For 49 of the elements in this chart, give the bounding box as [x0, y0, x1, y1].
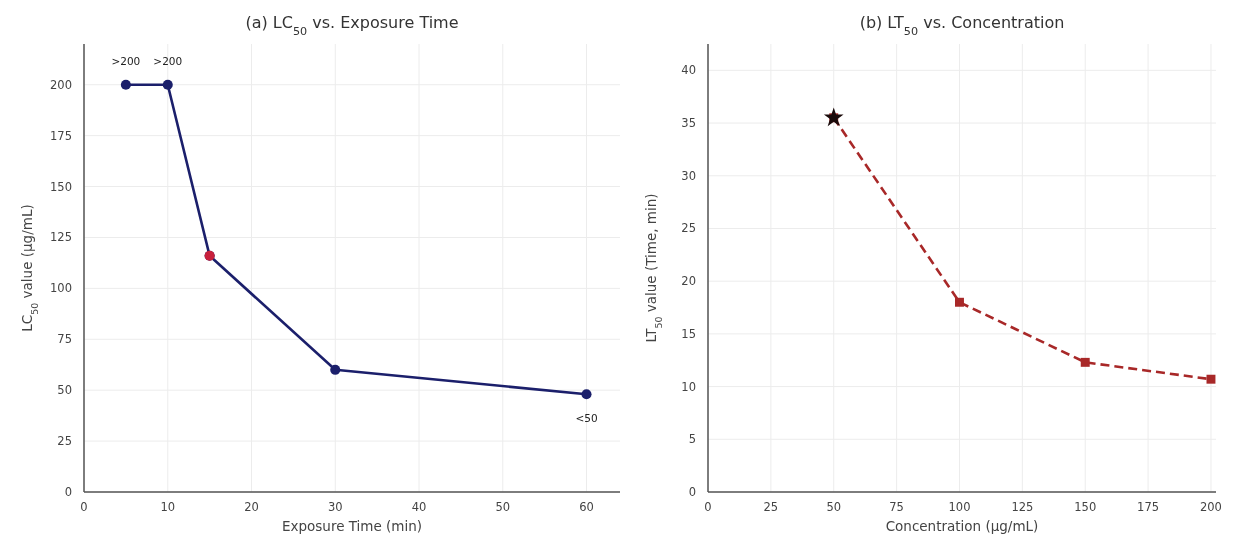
x-tick-label: 20 [244, 500, 259, 514]
annotation: >200 [111, 54, 141, 67]
x-tick-label: 30 [327, 500, 343, 514]
annotation: <50 [575, 412, 598, 425]
point [1206, 374, 1216, 384]
point [581, 389, 592, 400]
chart-title: (b) LT$_{50}$ vs. Concentration [859, 13, 1065, 38]
x-tick-label: 0 [80, 500, 88, 514]
point [330, 364, 341, 375]
point [1080, 357, 1090, 367]
y-tick-label: 150 [50, 179, 72, 194]
x-tick-label: 50 [826, 500, 842, 514]
x-tick-label: 0 [704, 500, 712, 514]
point [823, 107, 844, 127]
y-tick-label: 200 [50, 77, 72, 92]
x-tick-label: 200 [1199, 500, 1222, 514]
annotation: >200 [153, 54, 183, 67]
x-tick-label: 175 [1137, 500, 1160, 514]
y-tick-label: 35 [681, 116, 696, 131]
x-axis-title: Concentration (µg/mL) [885, 518, 1039, 534]
y-tick-label: 75 [57, 332, 72, 347]
y-tick-label: 10 [681, 379, 696, 394]
x-tick-label: 50 [495, 500, 511, 514]
y-tick-label: 40 [681, 63, 696, 78]
x-axis-title: Exposure Time (min) [281, 518, 423, 534]
x-tick-label: 10 [160, 500, 176, 514]
point [120, 79, 131, 90]
y-tick-label: 0 [64, 485, 72, 499]
y-tick-label: 100 [50, 281, 72, 296]
point [162, 79, 173, 90]
point [955, 297, 964, 307]
x-tick-label: 150 [1074, 500, 1097, 514]
x-tick-label: 100 [948, 500, 971, 514]
chart-title: (a) LC$_{50}$ vs. Exposure Time [245, 13, 459, 38]
y-tick-label: 50 [57, 383, 72, 398]
y-tick-label: 5 [688, 432, 696, 447]
y-tick-label: 15 [681, 326, 696, 341]
y-tick-label: 175 [50, 128, 72, 143]
x-tick-label: 40 [411, 500, 427, 514]
y-tick-label: 25 [57, 434, 72, 449]
y-tick-label: 125 [50, 230, 72, 245]
x-tick-label: 60 [579, 500, 594, 514]
y-tick-label: 0 [688, 485, 696, 499]
y-tick-label: 30 [681, 168, 696, 183]
x-tick-label: 25 [763, 500, 779, 514]
x-tick-label: 125 [1011, 500, 1034, 514]
x-tick-label: 75 [889, 500, 904, 514]
y-tick-label: 25 [681, 221, 696, 236]
y-tick-label: 20 [681, 274, 696, 289]
